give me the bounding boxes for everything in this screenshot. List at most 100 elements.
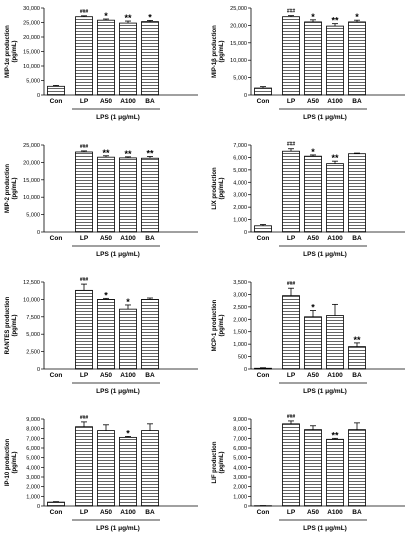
y-tick-label: 15,000 xyxy=(23,50,40,56)
significance-label: ** xyxy=(146,148,154,158)
y-tick-label: 30,000 xyxy=(23,6,40,12)
x-tick-label: A50 xyxy=(307,98,319,105)
y-tick-label: 20,000 xyxy=(230,23,247,29)
x-tick-label: A50 xyxy=(100,235,112,242)
bar-a100 xyxy=(326,315,344,370)
y-tick-label: 6,000 xyxy=(233,155,247,161)
bar-lp xyxy=(75,151,93,233)
y-tick-label: 3,000 xyxy=(233,292,247,298)
bar-a50 xyxy=(304,316,322,370)
y-axis-title-unit: (pg/mL) xyxy=(219,41,225,63)
y-tick-label: 0 xyxy=(37,367,40,373)
x-tick-label: A100 xyxy=(120,509,136,516)
y-tick-label: 20,000 xyxy=(23,35,40,41)
y-tick-label: 7,000 xyxy=(26,436,40,442)
x-tick-label: A100 xyxy=(327,98,343,105)
y-tick-label: 5,000 xyxy=(26,79,40,85)
significance-label: ### xyxy=(287,281,296,287)
y-tick-label: 7,000 xyxy=(233,436,247,442)
y-axis-title: RANTES production xyxy=(5,296,11,354)
x-tick-label: BA xyxy=(352,235,362,242)
y-tick-label: 8,000 xyxy=(26,427,40,433)
significance-label: * xyxy=(126,428,130,438)
bar-a50 xyxy=(97,156,115,233)
y-tick-label: 2,500 xyxy=(233,305,247,311)
y-tick-label: 0 xyxy=(244,367,247,373)
x-tick-label: BA xyxy=(145,372,155,379)
x-tick-label: LP xyxy=(80,98,89,105)
y-axis-title-unit: (pg/mL) xyxy=(12,178,18,200)
y-tick-label: 1,500 xyxy=(233,330,247,336)
y-tick-label: 10,000 xyxy=(23,195,40,201)
y-tick-label: 15,000 xyxy=(23,178,40,184)
significance-label: ### xyxy=(287,414,296,420)
y-tick-label: 15,000 xyxy=(230,41,247,47)
x-tick-label: Con xyxy=(257,509,270,516)
y-tick-label: 3,000 xyxy=(26,475,40,481)
y-tick-label: 1,000 xyxy=(233,494,247,500)
y-axis-title-unit: (pg/mL) xyxy=(219,452,225,474)
y-tick-label: 10,000 xyxy=(23,64,40,70)
y-axis-title-unit: (pg/mL) xyxy=(219,178,225,200)
y-axis-title: IP-10 production xyxy=(5,439,11,487)
y-tick-label: 4,000 xyxy=(233,180,247,186)
bar-lp xyxy=(282,423,300,507)
x-tick-label: BA xyxy=(352,98,362,105)
bar-a100 xyxy=(326,25,344,96)
x-tick-label: A100 xyxy=(327,372,343,379)
significance-label: ### xyxy=(80,9,89,15)
bar-a100 xyxy=(119,157,137,233)
x-tick-label: Con xyxy=(257,98,270,105)
y-axis-title: LIF production xyxy=(212,441,218,483)
y-tick-label: 3,000 xyxy=(233,475,247,481)
bar-con xyxy=(254,87,272,96)
chart-panel-1: 0 5,000 10,000 15,000 20,000 25,000 30,000 MIP-… xyxy=(5,6,198,121)
y-tick-label: 25,000 xyxy=(23,143,40,149)
bar-a100 xyxy=(119,22,137,96)
bar-a50 xyxy=(304,21,322,96)
y-tick-label: 1,000 xyxy=(233,218,247,224)
bar-a100 xyxy=(119,308,137,370)
y-tick-label: 6,000 xyxy=(26,446,40,452)
chart-panel-3: 0 5,000 10,000 15,000 20,000 25,000 MIP-2 prod… xyxy=(5,143,198,258)
chart-panel-2: 0 5,000 10,000 15,000 20,000 25,000 MIP-1β pro… xyxy=(212,6,405,121)
significance-label: ### xyxy=(287,9,296,15)
y-tick-label: 10,000 xyxy=(23,297,40,303)
bar-a100 xyxy=(326,163,344,233)
significance-label: ** xyxy=(331,153,339,163)
bar-ba xyxy=(348,153,366,233)
x-tick-label: Con xyxy=(50,235,63,242)
x-tick-label: A50 xyxy=(100,509,112,516)
y-tick-label: 1,000 xyxy=(26,494,40,500)
significance-label: * xyxy=(104,290,108,300)
group-label: LPS (1 μg/mL) xyxy=(303,388,347,395)
x-tick-label: A100 xyxy=(120,235,136,242)
y-tick-label: 1,000 xyxy=(233,342,247,348)
y-tick-label: 25,000 xyxy=(230,6,247,12)
significance-label: * xyxy=(148,12,152,22)
y-tick-label: 2,500 xyxy=(26,350,40,356)
y-axis-title-unit: (pg/mL) xyxy=(12,452,18,474)
bar-a50 xyxy=(304,155,322,233)
bar-lp xyxy=(282,295,300,370)
y-axis-title-unit: (pg/mL) xyxy=(12,41,18,63)
bar-ba xyxy=(348,21,366,96)
y-tick-label: 500 xyxy=(238,355,247,361)
chart-panel-7: 0 1,000 2,000 3,000 4,000 5,000 6,000 7,000 8,00… xyxy=(5,415,198,532)
y-tick-label: 2,000 xyxy=(233,205,247,211)
x-tick-label: BA xyxy=(145,509,155,516)
significance-label: * xyxy=(311,147,315,157)
y-axis-title-unit: (pg/mL) xyxy=(219,315,225,337)
significance-label: * xyxy=(355,12,359,22)
y-tick-label: 5,000 xyxy=(26,332,40,338)
y-axis-title-unit: (pg/mL) xyxy=(12,315,18,337)
y-tick-label: 8,000 xyxy=(233,427,247,433)
y-tick-label: 2,000 xyxy=(233,317,247,323)
bar-lp xyxy=(282,150,300,233)
y-tick-label: 4,000 xyxy=(233,465,247,471)
significance-label: ** xyxy=(124,13,132,23)
x-tick-label: Con xyxy=(50,372,63,379)
significance-label: ** xyxy=(353,335,361,345)
x-tick-label: LP xyxy=(80,235,89,242)
bar-lp xyxy=(282,16,300,96)
